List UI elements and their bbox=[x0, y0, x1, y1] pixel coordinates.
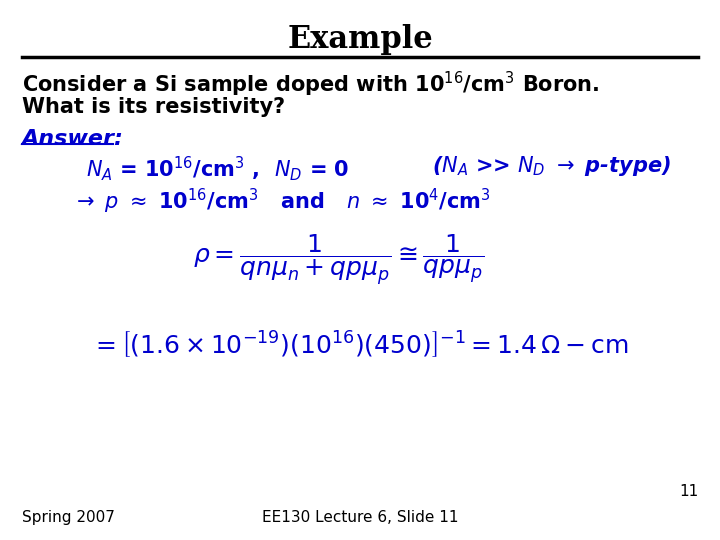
Text: $N_A$ = 10$^{16}$/cm$^3$ ,  $N_D$ = 0: $N_A$ = 10$^{16}$/cm$^3$ , $N_D$ = 0 bbox=[86, 154, 350, 183]
Text: Example: Example bbox=[287, 24, 433, 55]
Text: 11: 11 bbox=[679, 484, 698, 500]
Text: $= \left[(1.6\times10^{-19})(10^{16})(450)\right]^{-1} = 1.4\,\Omega - \mathrm{c: $= \left[(1.6\times10^{-19})(10^{16})(45… bbox=[91, 329, 629, 360]
Text: ($N_A$ >> $N_D$ $\rightarrow$ p-type): ($N_A$ >> $N_D$ $\rightarrow$ p-type) bbox=[432, 154, 671, 178]
Text: $\rightarrow$ $p$ $\approx$ 10$^{16}$/cm$^3$   and   $n$ $\approx$ 10$^4$/cm$^3$: $\rightarrow$ $p$ $\approx$ 10$^{16}$/cm… bbox=[72, 186, 490, 215]
Text: $\rho = \dfrac{1}{qn\mu_n + qp\mu_p} \cong \dfrac{1}{qp\mu_p}$: $\rho = \dfrac{1}{qn\mu_n + qp\mu_p} \co… bbox=[193, 232, 484, 287]
Text: Spring 2007: Spring 2007 bbox=[22, 510, 114, 525]
Text: What is its resistivity?: What is its resistivity? bbox=[22, 97, 284, 117]
Text: Consider a Si sample doped with 10$^{16}$/cm$^3$ Boron.: Consider a Si sample doped with 10$^{16}… bbox=[22, 70, 599, 99]
Text: Answer:: Answer: bbox=[22, 129, 123, 148]
Text: EE130 Lecture 6, Slide 11: EE130 Lecture 6, Slide 11 bbox=[262, 510, 458, 525]
